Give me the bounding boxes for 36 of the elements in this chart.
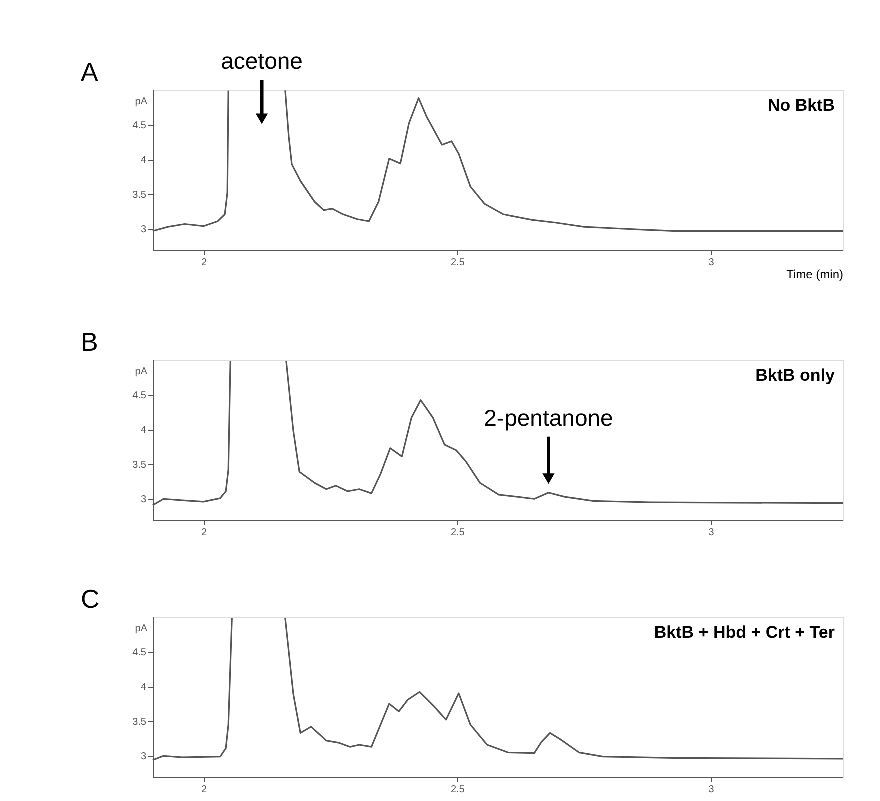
x-tick-label: 2 — [201, 784, 208, 796]
chart-title: No BktB — [768, 96, 835, 115]
chart-title: BktB + Hbd + Crt + Ter — [654, 623, 836, 642]
y-axis-title: pA — [135, 366, 148, 378]
x-axis-title: Time (min) — [786, 268, 844, 282]
y-tick-label: 4.5 — [132, 647, 147, 658]
chart-title: BktB only — [756, 366, 836, 385]
y-tick-label: 4.5 — [132, 120, 147, 132]
y-tick-label: 3.5 — [132, 190, 147, 201]
line-series — [286, 360, 844, 504]
line-series — [284, 618, 844, 760]
text: acetone — [221, 48, 303, 74]
annotation: 2-pentanone — [484, 404, 614, 431]
y-tick-label: 4.5 — [132, 390, 147, 402]
y-tick-label: 4 — [140, 425, 147, 436]
text: B — [81, 327, 98, 357]
text: A — [81, 57, 99, 87]
y-tick-label: 3.5 — [132, 460, 147, 471]
x-tick-label: 3 — [708, 258, 715, 268]
y-tick-label: 3.5 — [132, 716, 147, 728]
x-tick-label: 2.5 — [450, 528, 466, 538]
y-axis-title: pA — [135, 624, 148, 634]
x-tick-label: 2.5 — [450, 784, 466, 796]
x-tick-label: 2 — [201, 528, 208, 538]
y-tick-label: 3 — [140, 224, 147, 236]
y-tick-label: 4 — [140, 155, 147, 166]
x-tick-label: 3 — [708, 784, 715, 796]
y-tick-label: 4 — [140, 682, 147, 694]
text: C — [81, 584, 100, 614]
y-tick-label: 3 — [140, 494, 147, 506]
y-tick-label: 3 — [140, 752, 147, 763]
line-series — [284, 90, 844, 232]
x-tick-label: 3 — [708, 528, 715, 538]
x-tick-label: 2.5 — [450, 258, 466, 268]
x-tick-label: 2 — [201, 258, 208, 268]
y-axis-title: pA — [135, 96, 148, 108]
